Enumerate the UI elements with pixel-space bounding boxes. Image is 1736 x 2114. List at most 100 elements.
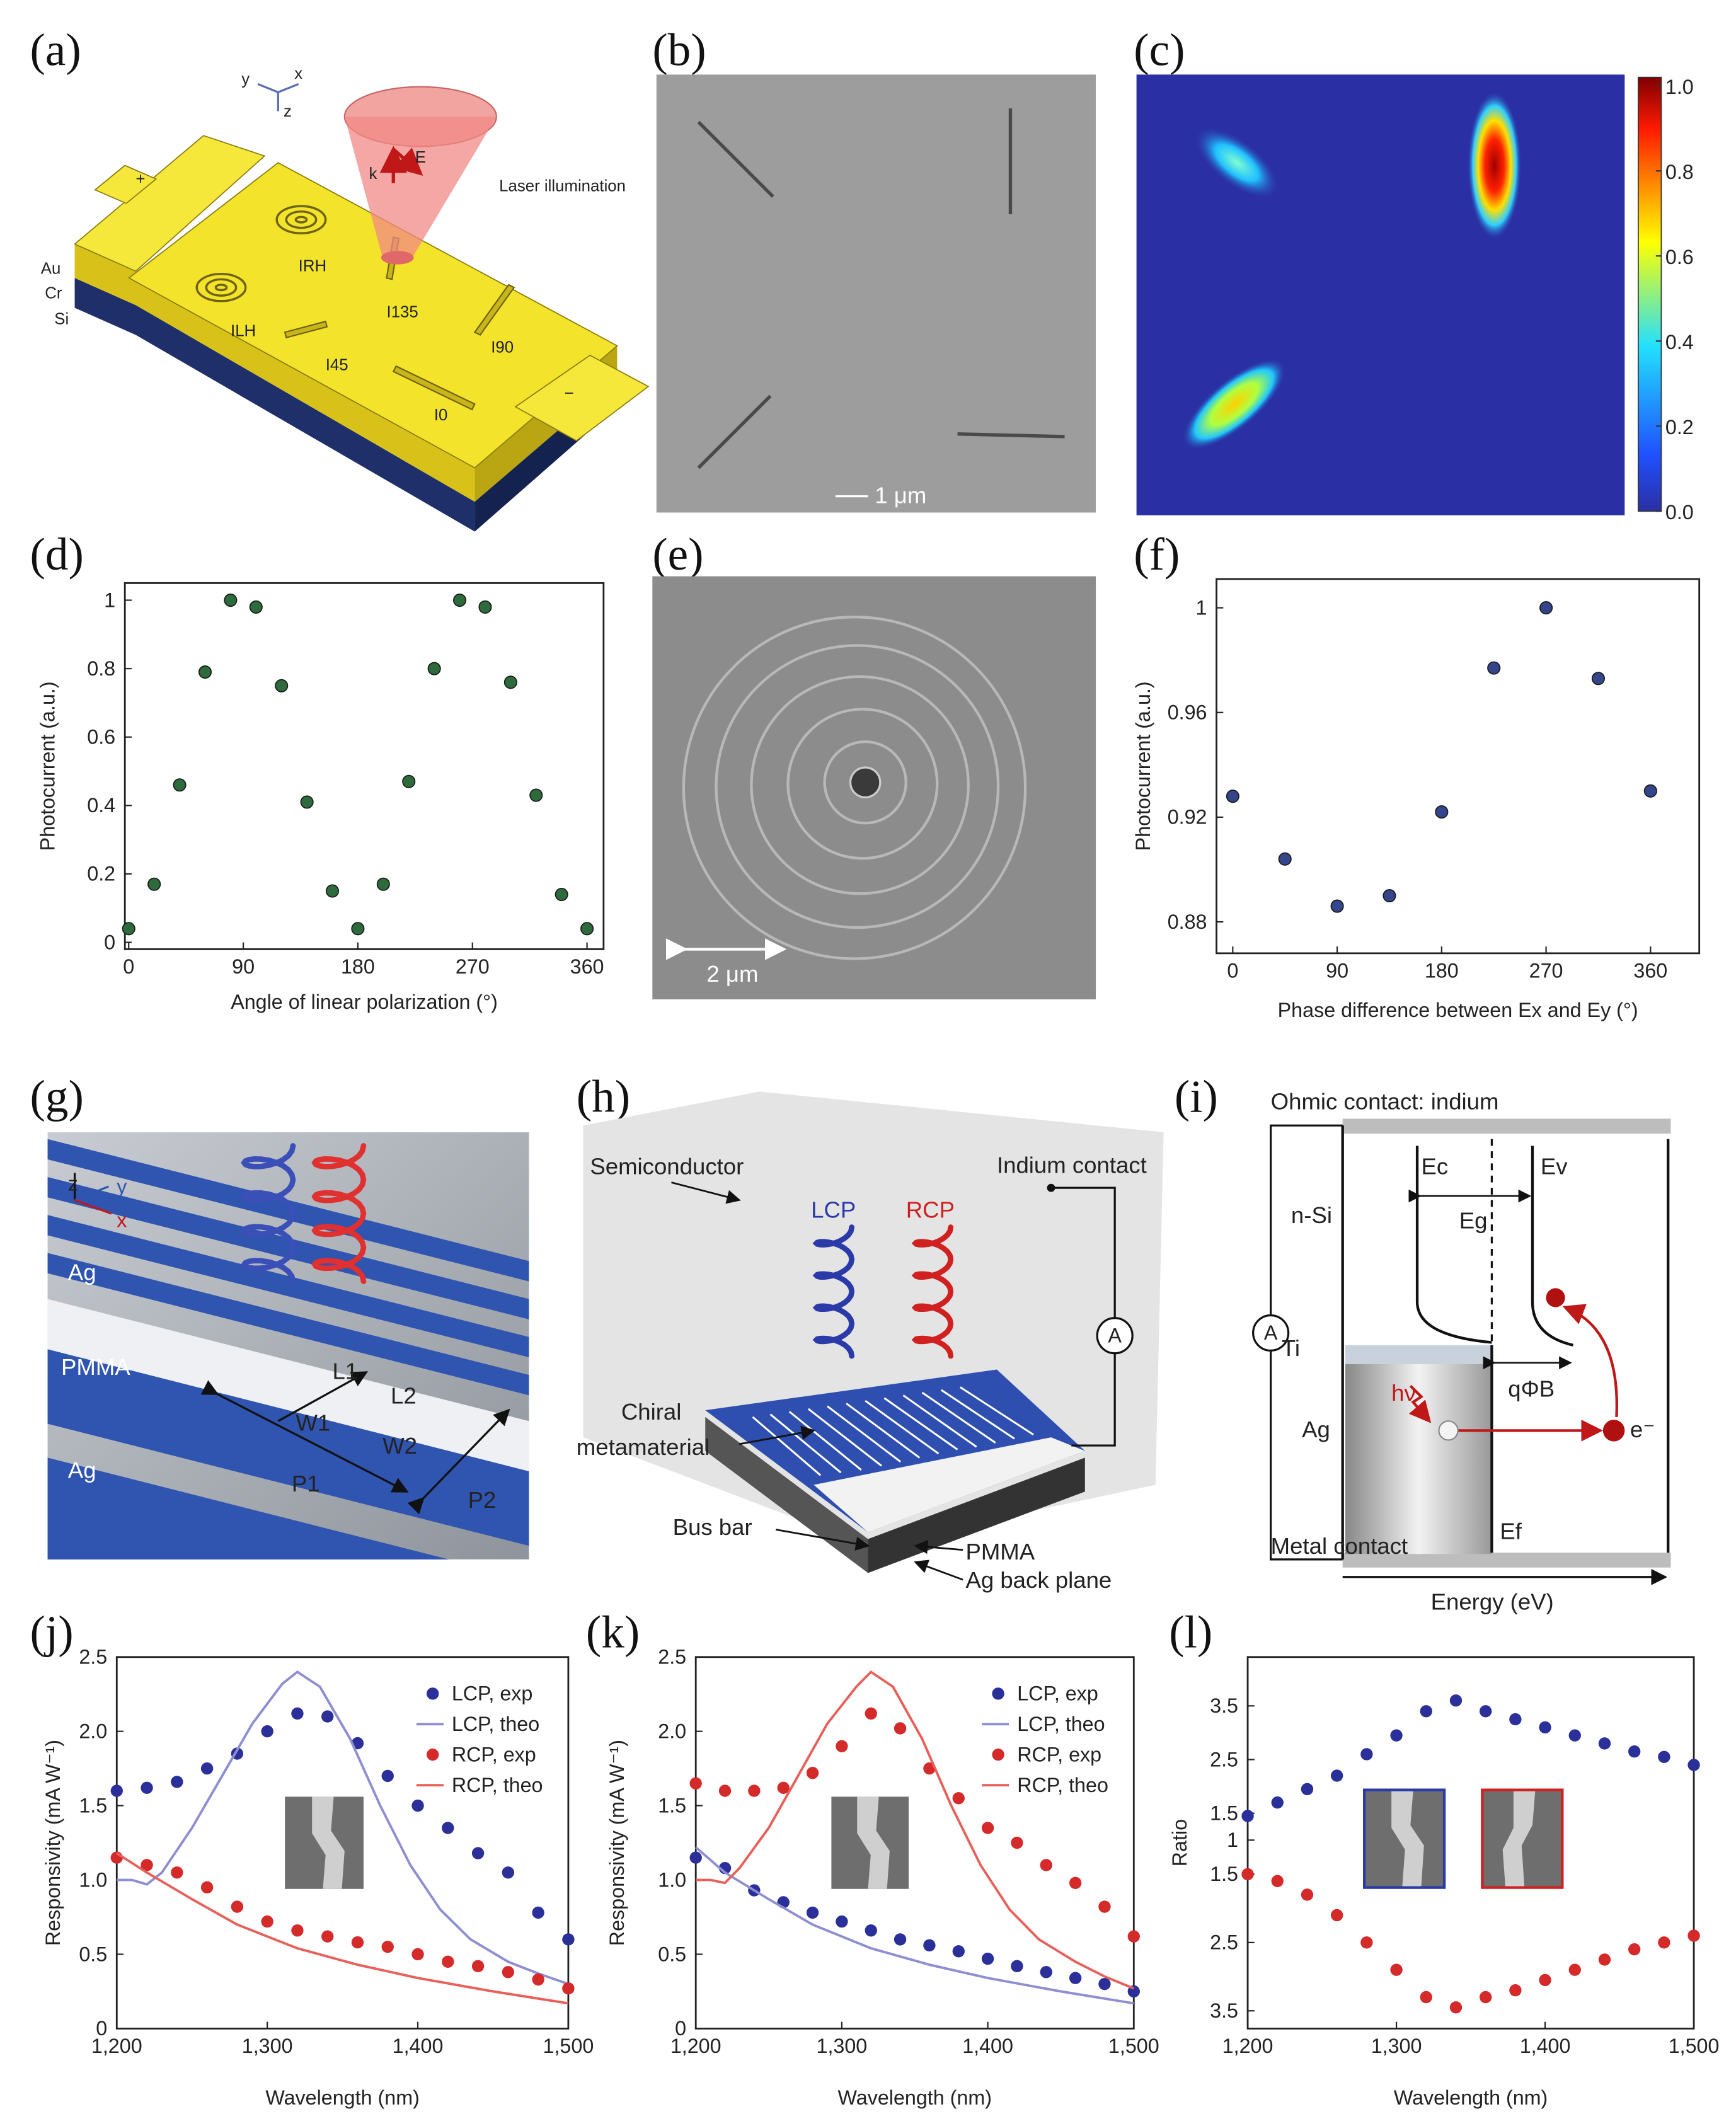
dimension-label: L2 [391,1382,417,1408]
panel-label: (d) [30,529,84,580]
conduction-band [1415,1146,1492,1344]
y-tick-label: 0 [675,2017,686,2040]
data-point [1241,1810,1254,1822]
data-point [529,788,543,802]
data-point [1226,790,1239,803]
dimension-arrow [200,1380,409,1493]
data-point [836,1915,848,1928]
label: Chiral [621,1399,682,1425]
au-top [128,162,618,469]
data-point [402,774,416,788]
label: e⁻ [1630,1416,1655,1442]
x-tick-label: 0 [123,955,134,978]
layer-label: Au [41,260,61,278]
wire [1071,1353,1116,1447]
y-axis-label: Photocurrent (a.u.) [1132,681,1154,851]
metamaterial-plate [705,1369,1085,1532]
data-point [1040,1966,1052,1979]
data-point [291,1924,304,1937]
panel-label: (i) [1175,1071,1218,1122]
contact-tab [514,354,650,442]
label: Ag [1302,1416,1330,1442]
data-point [171,1776,183,1788]
label: Ohmic contact: indium [1271,1088,1499,1114]
x-tick-label: 1,400 [1520,2035,1571,2057]
data-point [865,1707,877,1720]
label: Eg [1459,1208,1488,1234]
data-point [1301,1783,1314,1796]
structure-label: IRH [299,257,326,275]
data-point [1487,661,1501,675]
legend-marker [427,1749,439,1761]
label: Ev [1541,1154,1568,1180]
y-tick-label: 3.5 [1210,1694,1238,1717]
y-tick-label: 2.0 [79,1720,107,1742]
x-tick-label: 90 [232,955,255,978]
x-tick-label: 270 [456,955,490,978]
data-point [718,1784,732,1797]
data-point [1539,601,1553,615]
data-point [502,1966,515,1979]
label: Ec [1422,1154,1449,1180]
y-axis-label: Responsivity (mA W⁻¹) [42,1740,64,1946]
x-axis-label: Angle of linear polarization (°) [231,991,498,1013]
pointer [914,1560,963,1581]
data-point [580,922,594,936]
colorbar-tick-label: 0.4 [1665,331,1694,353]
contact-sign: − [564,385,573,403]
data-point [275,679,289,692]
axis-name: z [284,103,292,120]
legend-marker [992,1687,1004,1700]
wire [1051,1186,1116,1318]
plot-frame [115,1656,570,2030]
data-point [865,1924,877,1937]
y-tick-label: 0.2 [87,863,115,885]
data-point [1568,1963,1581,1976]
data-point [503,675,517,689]
data-point [1382,888,1396,903]
panel-labels: (a) (b) (c) (d) (e) (f) (g) (h) (i) (j) … [30,24,1218,1657]
y-tick-label: 2.5 [1210,1748,1238,1771]
y-tick-label: 0.6 [87,725,115,748]
layer-label: Cr [45,284,62,302]
data-point [981,1952,994,1965]
spirals [195,205,327,302]
plot-frame [124,582,605,950]
hotspot [1193,126,1280,200]
panel-label: (f) [1134,529,1180,580]
data-point [1628,1745,1641,1758]
data-point [321,1710,334,1723]
data-point [427,662,441,675]
data-point [471,1960,485,1973]
axis-arrow [74,1185,109,1202]
spiral-rings [682,616,1027,960]
inset-feature [1502,1791,1536,1887]
panel-label: (g) [30,1071,84,1122]
data-point [1390,1729,1403,1742]
label: RCP [906,1197,955,1223]
hotspot [1181,358,1287,451]
data-point [952,1945,965,1958]
data-point [122,922,135,936]
data-point [141,1781,153,1795]
data-point [321,1930,334,1943]
y-tick-label: 1.5 [1210,1801,1238,1824]
x-tick-label: 1,200 [1222,2035,1273,2057]
band-diagram: Ohmic contact: indium n-Si Ec Ev Eg A Ti… [1252,1088,1671,1614]
data-point [261,1915,273,1928]
data-point [1011,1836,1023,1849]
axis-name: z [68,1172,78,1195]
layer-label: Si [54,310,69,328]
data-point [1098,1900,1111,1913]
data-point [1040,1859,1052,1871]
label: A [1108,1324,1122,1347]
data-point [411,1948,424,1961]
bus-bar [813,1437,1085,1532]
helix [311,1143,367,1284]
structure-label: I135 [387,304,418,321]
colorbar-tick-label: 0.0 [1665,501,1694,524]
device-schematic: y x z k E Laser illumination + − Au Cr S… [41,65,650,532]
data-point [894,1933,907,1946]
data-point [351,1936,364,1949]
panel-label: (c) [1134,24,1185,75]
